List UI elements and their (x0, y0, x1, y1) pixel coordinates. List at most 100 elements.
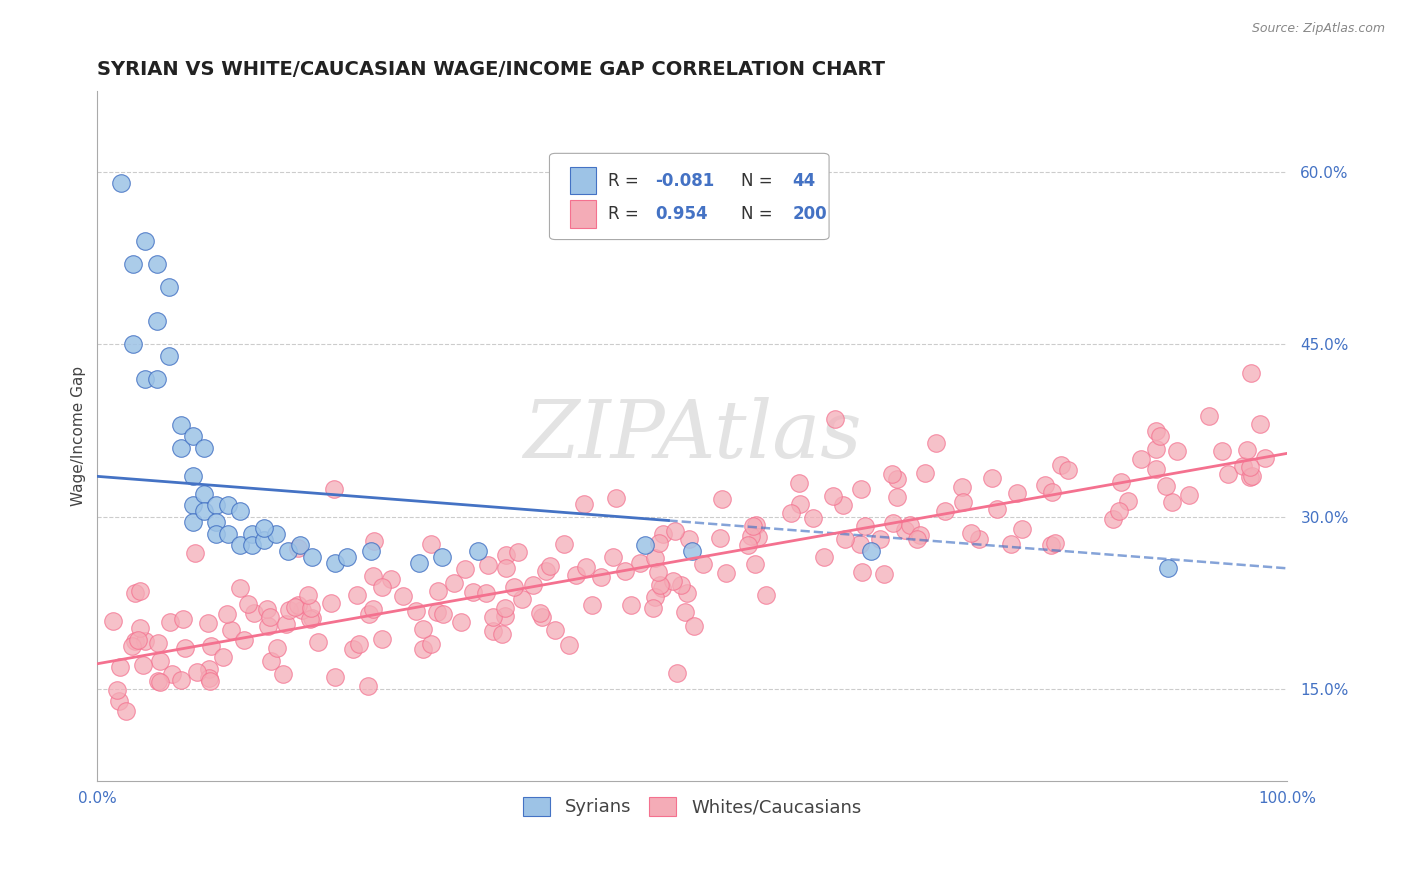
Point (675, 605, 697, 619)
Point (832, 498, 855, 512)
Point (495, 561, 517, 575)
Point (952, 495, 974, 509)
Point (905, 532, 928, 546)
Point (193, 504, 215, 518)
Point (193, 486, 215, 500)
Legend: Syrians, Whites/Caucasians: Syrians, Whites/Caucasians (516, 790, 869, 823)
Point (1178, 488, 1201, 502)
Point (127, 632, 149, 647)
Point (575, 559, 598, 574)
Point (1011, 522, 1033, 536)
Point (149, 674, 172, 689)
Point (1033, 478, 1056, 492)
Point (1005, 485, 1028, 500)
Point (134, 634, 156, 648)
Point (986, 502, 1008, 516)
Point (108, 694, 131, 708)
Point (186, 665, 208, 680)
Point (253, 521, 276, 535)
Point (146, 257, 169, 271)
Point (491, 626, 513, 640)
Point (530, 610, 553, 624)
Point (605, 491, 627, 506)
Point (873, 566, 896, 581)
Point (114, 704, 136, 718)
Point (678, 532, 700, 546)
Text: 44: 44 (792, 171, 815, 190)
Text: -0.081: -0.081 (655, 171, 714, 190)
Point (692, 557, 714, 571)
Text: N =: N = (741, 171, 778, 190)
Point (427, 584, 450, 599)
Point (1108, 504, 1130, 518)
Point (184, 546, 207, 560)
Point (242, 607, 264, 621)
Point (669, 577, 692, 591)
Point (408, 556, 430, 570)
Point (291, 603, 314, 617)
Point (1050, 458, 1073, 472)
Point (959, 525, 981, 540)
Point (1040, 538, 1063, 552)
Point (553, 537, 575, 551)
Point (229, 538, 252, 552)
Point (253, 533, 276, 547)
Point (200, 673, 222, 688)
Text: R =: R = (607, 171, 644, 190)
Point (1043, 536, 1066, 550)
Point (122, 257, 145, 271)
Point (284, 599, 307, 614)
Point (908, 528, 931, 542)
Point (122, 337, 145, 351)
Point (287, 598, 309, 612)
Point (128, 621, 150, 635)
Point (461, 585, 484, 599)
Point (181, 498, 204, 512)
Point (197, 615, 219, 630)
Point (108, 660, 131, 674)
Point (193, 441, 215, 455)
Point (336, 549, 359, 564)
Point (146, 371, 169, 385)
FancyBboxPatch shape (569, 167, 596, 194)
Point (1253, 450, 1275, 465)
Point (853, 518, 876, 533)
Point (134, 371, 156, 385)
Point (709, 532, 731, 546)
Point (1161, 495, 1184, 509)
Point (346, 589, 368, 603)
Point (682, 618, 704, 632)
Point (170, 673, 193, 687)
Point (1149, 429, 1171, 443)
Point (914, 467, 936, 481)
Point (323, 670, 346, 684)
Point (101, 614, 124, 628)
Text: Source: ZipAtlas.com: Source: ZipAtlas.com (1251, 22, 1385, 36)
Point (217, 526, 239, 541)
Point (801, 511, 824, 525)
Point (198, 662, 221, 676)
Point (558, 638, 581, 652)
Point (898, 518, 921, 533)
Point (1040, 485, 1063, 500)
Point (664, 524, 686, 538)
Point (510, 592, 533, 607)
Point (232, 633, 254, 648)
Point (1166, 444, 1188, 458)
Point (301, 549, 323, 564)
Point (1211, 443, 1233, 458)
Point (181, 469, 204, 483)
Point (661, 574, 683, 589)
Point (952, 480, 974, 494)
Y-axis label: Wage/Income Gap: Wage/Income Gap (72, 366, 86, 506)
Point (172, 612, 194, 626)
Point (779, 506, 801, 520)
Point (574, 497, 596, 511)
Point (681, 544, 703, 558)
Point (652, 527, 675, 541)
Point (266, 641, 288, 656)
Point (323, 556, 346, 570)
Point (665, 666, 688, 681)
Point (426, 605, 449, 619)
Point (264, 526, 287, 541)
